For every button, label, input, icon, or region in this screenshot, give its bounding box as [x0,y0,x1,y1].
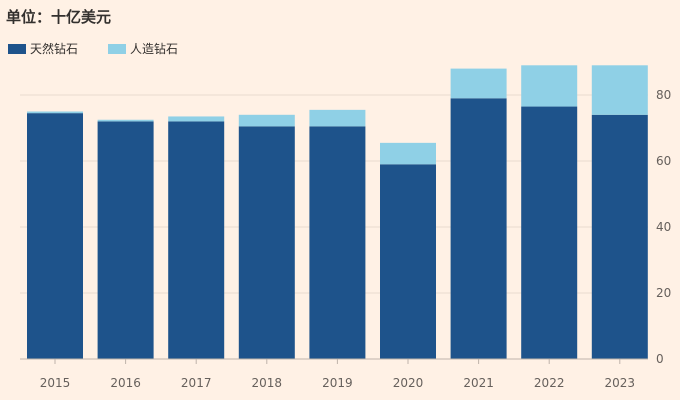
x-tick-label: 2023 [605,376,636,390]
bar-natural-diamond [27,113,83,360]
bar-natural-diamond [97,121,154,360]
bar-lab-grown-diamond [521,65,578,107]
bar-lab-grown-diamond [168,116,225,122]
bar-natural-diamond [380,164,436,359]
bar-natural-diamond [168,121,225,360]
bar-natural-diamond [450,98,507,360]
x-tick-label: 2019 [322,376,353,390]
bar-lab-grown-diamond [309,109,366,127]
bar-lab-grown-diamond [238,114,295,127]
x-tick-label: 2017 [181,376,212,390]
y-tick-label: 0 [656,352,664,366]
x-tick-label: 2022 [534,376,565,390]
y-tick-label: 40 [656,220,671,234]
chart-title: 单位：十亿美元 [6,8,112,26]
bar-natural-diamond [238,126,295,359]
legend-swatch-natural [8,44,26,54]
y-tick-label: 20 [656,286,671,300]
y-tick-label: 60 [656,154,671,168]
bar-lab-grown-diamond [380,142,436,165]
bar-lab-grown-diamond [27,111,83,114]
bar-natural-diamond [521,106,578,359]
legend-label-lab-grown: 人造钻石 [130,41,178,56]
bar-lab-grown-diamond [450,68,507,99]
bar-lab-grown-diamond [97,119,154,122]
x-tick-label: 2015 [40,376,71,390]
bar-natural-diamond [591,114,648,359]
x-tick-label: 2021 [463,376,494,390]
legend-label-natural: 天然钻石 [30,41,78,56]
y-tick-label: 80 [656,88,671,102]
x-tick-label: 2016 [110,376,141,390]
bar-natural-diamond [309,126,366,359]
x-tick-label: 2018 [252,376,283,390]
legend-swatch-lab-grown [108,44,126,54]
bar-lab-grown-diamond [591,65,648,115]
x-tick-label: 2020 [393,376,424,390]
